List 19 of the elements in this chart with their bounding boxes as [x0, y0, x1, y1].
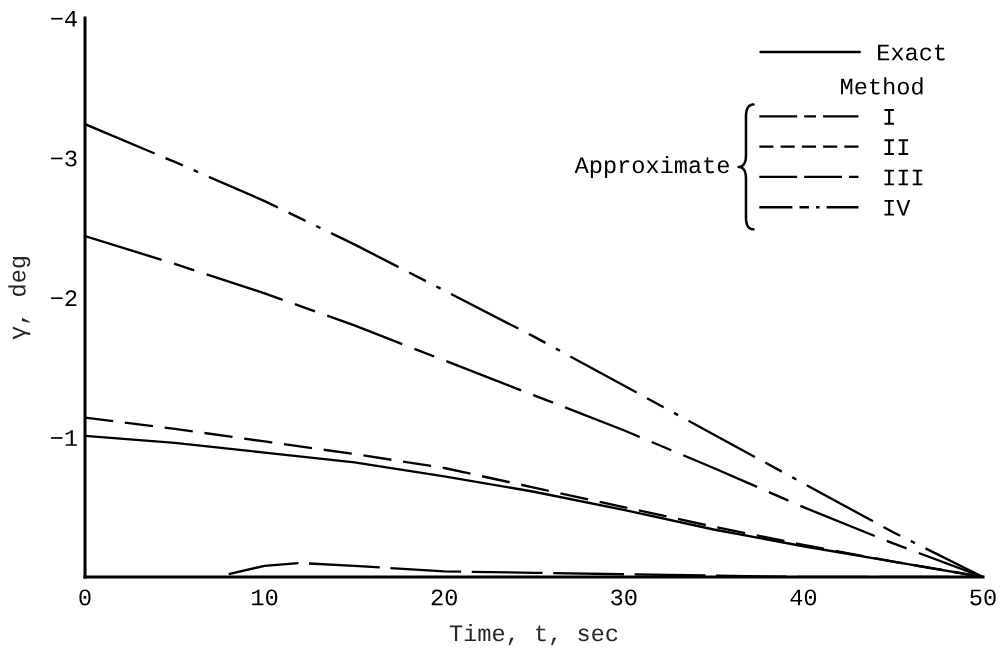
legend-label: III	[884, 169, 923, 186]
x-axis-title: Time, t, sec	[449, 624, 618, 646]
legend-title: Method	[841, 77, 923, 95]
y-tick-label: −2	[51, 290, 77, 307]
x-tick-label: 20	[431, 589, 457, 606]
y-tick-label: −1	[51, 430, 77, 446]
legend-label: IV	[884, 199, 911, 216]
x-tick-label: 0	[79, 589, 91, 606]
legend-label: II	[884, 139, 909, 155]
y-tick-label: −3	[51, 150, 77, 167]
x-tick-label: 40	[790, 589, 817, 606]
x-tick-label: 30	[611, 589, 637, 606]
annotation: Approximate	[574, 155, 729, 178]
y-tick-label: −4	[51, 11, 77, 27]
y-axis-title: γ, deg	[8, 257, 31, 340]
x-tick-label: 10	[252, 589, 278, 606]
x-tick-label: 50	[970, 589, 996, 606]
legend-label: Exact	[878, 44, 945, 61]
legend-label: I	[884, 109, 894, 125]
